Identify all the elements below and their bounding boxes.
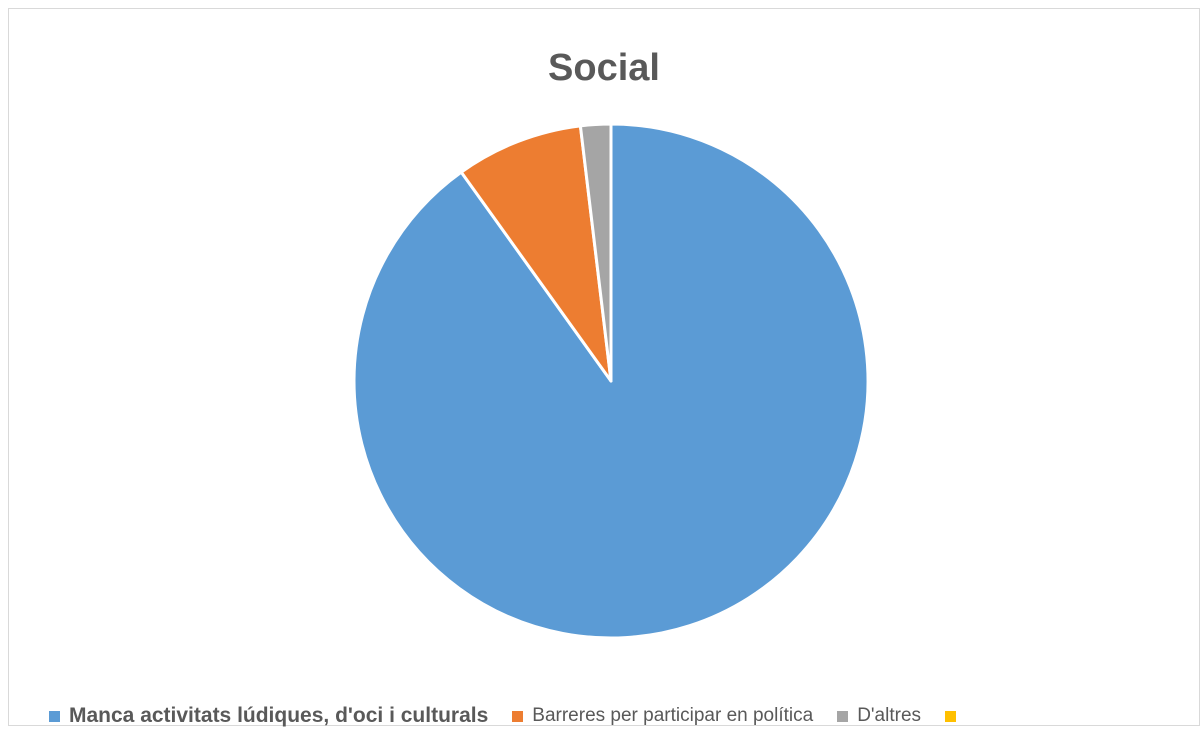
legend-label-2: D'altres: [857, 705, 922, 726]
legend-item-2: D'altres: [837, 705, 921, 727]
legend: Manca activitats lúdiques, d'oci i cultu…: [49, 701, 1199, 731]
legend-item-1: Barreres per participar en política: [512, 705, 813, 727]
pie-slice-1: [459, 124, 613, 383]
legend-item-3: [945, 710, 965, 722]
chart-area: Social Manca activitats lúdiques, d'oci …: [8, 8, 1200, 727]
legend-swatch-2: [837, 710, 849, 722]
legend-label-0: Manca activitats lúdiques, d'oci i cultu…: [69, 704, 489, 727]
pie-chart: [352, 122, 870, 640]
chart-title: Social: [548, 47, 660, 89]
legend-label-1: Barreres per participar en política: [532, 705, 814, 726]
pie-slice-2: [578, 122, 613, 383]
legend-swatch-1: [512, 710, 524, 722]
legend-swatch-3: [945, 710, 957, 722]
legend-swatch-0: [49, 710, 60, 722]
legend-item-0: Manca activitats lúdiques, d'oci i cultu…: [49, 704, 488, 728]
